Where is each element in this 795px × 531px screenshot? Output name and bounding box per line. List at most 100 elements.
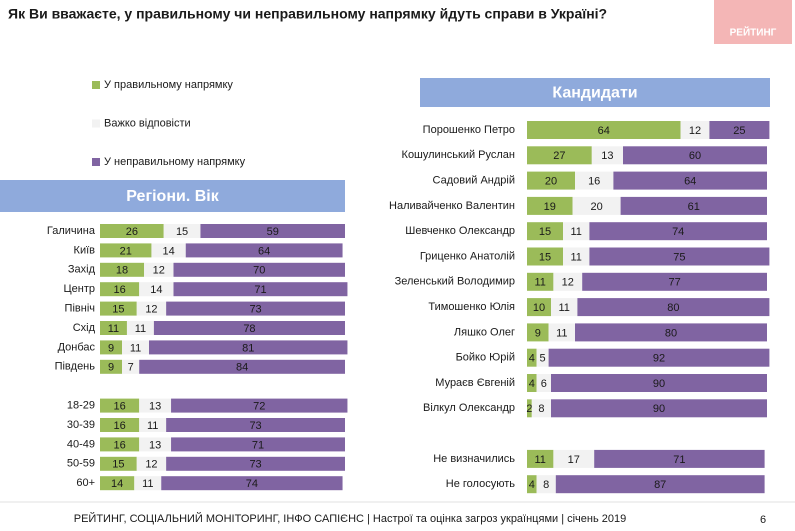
bar-segment	[527, 374, 537, 392]
category-label: Не визначились	[433, 453, 515, 465]
data-label: 74	[672, 226, 684, 238]
data-label: 73	[249, 420, 261, 432]
data-label: 11	[135, 323, 146, 335]
bar-segment	[173, 262, 345, 277]
chart-title: Регіони. Вік	[126, 188, 219, 205]
data-label: 70	[253, 265, 265, 277]
bar-segment	[527, 222, 563, 241]
bar-segment	[553, 449, 595, 468]
bar-segment	[591, 146, 623, 165]
category-label: Садовий Андрій	[433, 175, 515, 187]
category-label: 50-59	[67, 458, 95, 470]
data-label: 11	[130, 342, 141, 354]
bar-segment	[527, 171, 575, 190]
bar-segment	[171, 398, 348, 413]
data-label: 78	[243, 323, 255, 335]
bar-segment	[136, 301, 167, 316]
data-label: 73	[249, 304, 261, 316]
bar-segment	[139, 398, 172, 413]
bar-segment	[149, 340, 348, 355]
bar-segment	[551, 374, 767, 392]
category-label: 60+	[76, 477, 95, 489]
bar-segment	[100, 359, 123, 374]
chart-header	[0, 180, 345, 212]
data-label: 16	[113, 401, 125, 413]
category-label: Не голосують	[446, 478, 515, 490]
data-label: 80	[665, 327, 677, 339]
data-label: 12	[562, 277, 574, 289]
bar-segment	[527, 399, 532, 418]
bar-segment	[572, 196, 621, 215]
bar-segment	[136, 456, 167, 471]
data-label: 4	[529, 378, 535, 390]
data-label: 12	[145, 459, 157, 471]
bar-segment	[100, 437, 140, 452]
data-label: 16	[113, 420, 125, 432]
bar-segment	[551, 399, 767, 418]
bar-segment	[555, 475, 765, 494]
data-label: 15	[539, 226, 551, 238]
data-label: 6	[541, 378, 547, 390]
chart-header	[420, 78, 770, 107]
bar-segment	[577, 298, 770, 317]
data-label: 90	[653, 378, 665, 390]
bar-segment	[589, 247, 770, 266]
bar-segment	[185, 243, 343, 258]
data-label: 4	[529, 353, 535, 365]
category-label: Північ	[65, 303, 95, 315]
data-label: 11	[108, 323, 119, 335]
data-label: 20	[545, 176, 557, 188]
bar-segment	[623, 146, 767, 165]
bar-segment	[589, 222, 767, 241]
data-label: 18	[116, 265, 128, 277]
data-label: 11	[147, 420, 158, 432]
data-label: 14	[111, 478, 123, 490]
bar-segment	[100, 321, 127, 335]
legend-label: Важко відповісти	[104, 117, 191, 129]
data-label: 9	[108, 342, 114, 354]
data-label: 9	[535, 327, 541, 339]
bar-segment	[527, 348, 537, 367]
bar-segment	[527, 146, 592, 165]
bar-segment	[527, 196, 573, 215]
data-label: 64	[598, 125, 610, 137]
data-label: 14	[162, 245, 174, 257]
data-label: 60	[689, 150, 701, 162]
bar-segment	[139, 359, 345, 374]
bar-segment	[527, 272, 554, 291]
data-label: 15	[112, 459, 124, 471]
bar-segment	[100, 398, 140, 413]
category-label: Гриценко Анатолій	[420, 250, 515, 262]
bar-segment	[620, 196, 767, 215]
category-label: Мураєв Євгеній	[435, 377, 515, 389]
category-label: Кошулинський Руслан	[402, 149, 515, 161]
data-label: 71	[252, 439, 264, 451]
category-label: Вілкул Олександр	[423, 402, 515, 414]
data-label: 4	[529, 479, 535, 491]
bar-segment	[171, 437, 345, 452]
data-label: 90	[653, 403, 665, 415]
data-label: 74	[246, 478, 258, 490]
bar-segment	[134, 476, 162, 491]
slide-title: Як Ви вважаєте, у правильному чи неправи…	[8, 6, 607, 22]
bar-segment	[527, 247, 563, 266]
bar-segment	[527, 298, 551, 317]
data-label: 64	[258, 245, 270, 257]
data-label: 11	[142, 478, 153, 490]
data-label: 92	[653, 353, 665, 365]
bar-segment	[153, 321, 345, 335]
bar-segment	[582, 272, 767, 291]
data-label: 9	[108, 362, 114, 374]
data-label: 16	[113, 284, 125, 296]
bar-segment	[100, 340, 123, 355]
category-label: Шевченко Олександр	[405, 225, 515, 237]
bar-segment	[100, 282, 140, 297]
bar-segment	[173, 282, 348, 297]
bar-segment	[139, 437, 172, 452]
bar-segment	[100, 301, 137, 316]
data-label: 11	[534, 277, 545, 289]
data-label: 11	[570, 251, 581, 263]
legend-swatch	[92, 119, 100, 128]
bar-segment	[527, 475, 537, 494]
category-label: Схід	[73, 322, 96, 334]
